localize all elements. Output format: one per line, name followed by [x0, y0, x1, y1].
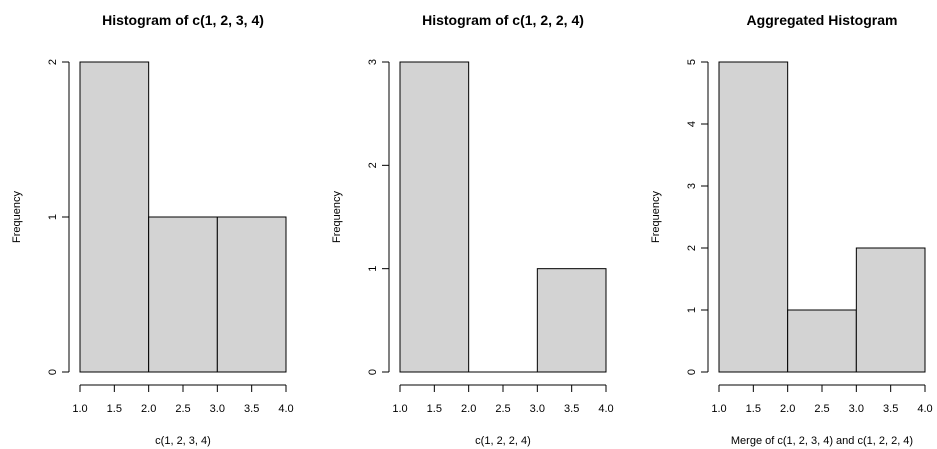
y-tick-label: 2 — [686, 245, 698, 251]
y-tick-label: 5 — [686, 59, 698, 65]
y-tick-label: 1 — [686, 307, 698, 313]
x-tick-label: 4.0 — [598, 403, 613, 415]
panel-3: Aggregated Histogram 1.0 1.5 2.0 2.5 3.0 3.5 4.… — [650, 12, 933, 447]
chart-title: Histogram of c(1, 2, 2, 4) — [422, 12, 584, 28]
x-tick-label: 3.5 — [244, 403, 259, 415]
chart-title: Histogram of c(1, 2, 3, 4) — [102, 12, 264, 28]
histogram-bar — [536, 268, 607, 373]
x-tick-label: 1.0 — [392, 403, 407, 415]
x-tick-label: 2.5 — [814, 403, 829, 415]
x-tick-label: 3.0 — [530, 403, 545, 415]
x-tick-label: 2.5 — [495, 403, 510, 415]
y-tick-label: 0 — [47, 369, 59, 375]
x-axis-label: Merge of c(1, 2, 3, 4) and c(1, 2, 2, 4) — [731, 435, 913, 447]
x-tick-label: 1.5 — [107, 403, 122, 415]
x-axis-label: c(1, 2, 2, 4) — [475, 435, 531, 447]
y-tick-label: 1 — [367, 266, 379, 272]
histogram-bar — [79, 61, 150, 373]
panel-1: Histogram of c(1, 2, 3, 4) 1.0 1.5 2.0 2.5 3.… — [11, 12, 294, 447]
histogram-bar — [216, 216, 287, 373]
panel-2: Histogram of c(1, 2, 2, 4) 1.0 1.5 2.0 2.5 3.… — [331, 12, 614, 447]
histogram-bar — [855, 247, 926, 373]
x-tick-label: 2.0 — [780, 403, 795, 415]
y-tick-label: 2 — [367, 162, 379, 168]
x-tick-label: 2.0 — [461, 403, 476, 415]
x-tick-label: 2.0 — [141, 403, 156, 415]
chart-title: Aggregated Histogram — [747, 12, 898, 28]
y-axis-label: Frequency — [650, 191, 662, 243]
x-tick-label: 3.0 — [849, 403, 864, 415]
x-tick-label: 1.5 — [746, 403, 761, 415]
x-tick-label: 1.0 — [72, 403, 87, 415]
x-tick-label: 3.0 — [210, 403, 225, 415]
y-tick-label: 0 — [686, 369, 698, 375]
histogram-bar — [399, 61, 470, 373]
x-tick-label: 1.0 — [711, 403, 726, 415]
x-tick-label: 3.5 — [883, 403, 898, 415]
y-tick-label: 2 — [47, 59, 59, 65]
x-tick-label: 2.5 — [175, 403, 190, 415]
y-tick-label: 4 — [686, 121, 698, 127]
y-axis-label: Frequency — [11, 191, 23, 243]
x-axis-label: c(1, 2, 3, 4) — [155, 435, 211, 447]
y-tick-label: 0 — [367, 369, 379, 375]
y-tick-label: 3 — [367, 59, 379, 65]
x-tick-label: 3.5 — [564, 403, 579, 415]
histogram-bar — [787, 309, 857, 373]
x-tick-label: 4.0 — [917, 403, 932, 415]
y-axis-label: Frequency — [331, 191, 343, 243]
y-tick-label: 3 — [686, 183, 698, 189]
histogram-bar — [718, 61, 789, 373]
x-tick-label: 1.5 — [427, 403, 442, 415]
x-tick-label: 4.0 — [278, 403, 293, 415]
histogram-bar — [148, 216, 218, 373]
y-tick-label: 1 — [47, 214, 59, 220]
